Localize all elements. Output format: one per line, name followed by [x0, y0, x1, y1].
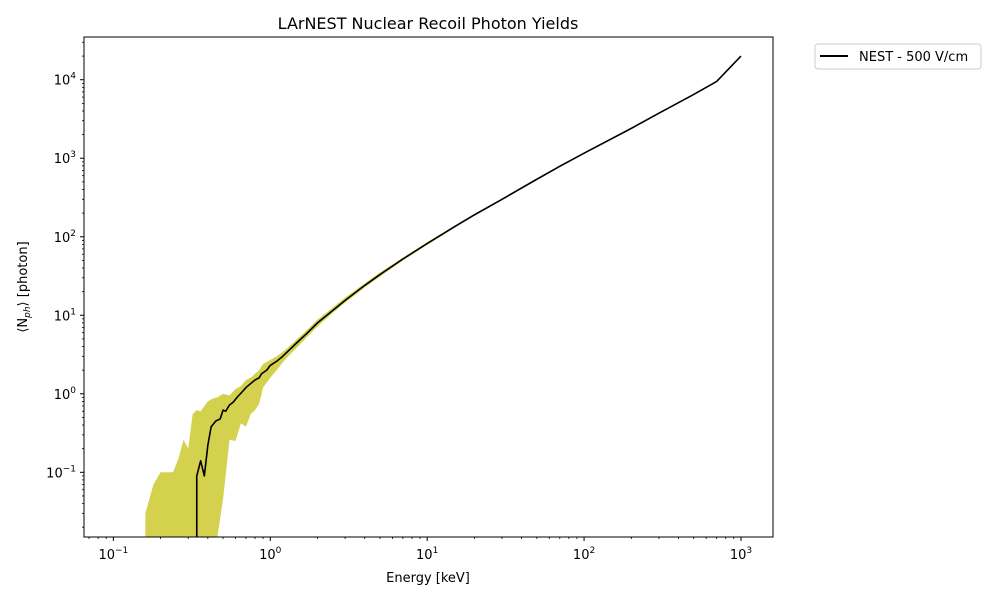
- legend: NEST - 500 V/cm: [814, 43, 982, 70]
- y-tick-label-0: 10−1: [46, 464, 76, 481]
- y-axis-label: ⟨Nph⟩ [photon]: [16, 241, 33, 332]
- x-tick-label-1: 100: [259, 546, 282, 563]
- y-tick-label-2: 101: [54, 307, 76, 324]
- x-tick-label-2: 101: [416, 546, 438, 563]
- series-line-0: [195, 55, 742, 537]
- x-tick-label-0: 10−1: [98, 546, 128, 563]
- y-tick-label-1: 100: [54, 386, 77, 403]
- x-axis-label: Energy [keV]: [386, 571, 470, 586]
- plot-frame: [83, 36, 774, 538]
- x-tick-label-3: 102: [573, 546, 595, 563]
- y-tick-label-4: 103: [54, 150, 76, 167]
- y-tick-label-3: 102: [54, 229, 76, 246]
- y-axis-label-suffix: ⟩ [photon]: [16, 241, 31, 306]
- y-axis-label-subscript: ph: [23, 306, 33, 319]
- y-axis-label-main: ⟨N: [16, 318, 31, 333]
- legend-label: NEST - 500 V/cm: [859, 50, 968, 65]
- chart-title: LArNEST Nuclear Recoil Photon Yields: [278, 14, 579, 33]
- uncertainty-band-0: [145, 55, 741, 537]
- x-tick-label-4: 103: [730, 546, 752, 563]
- legend-box: [814, 43, 982, 70]
- y-tick-label-5: 104: [54, 72, 77, 89]
